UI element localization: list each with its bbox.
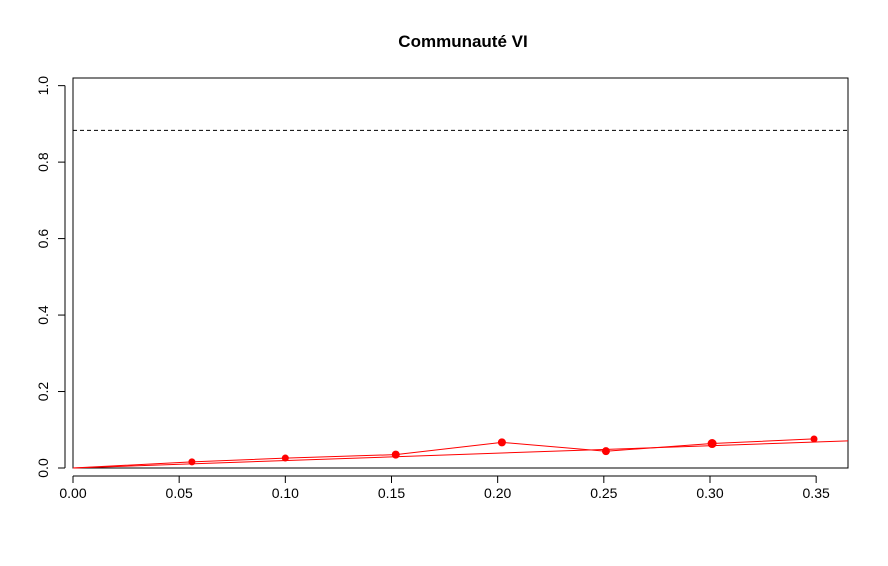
x-tick-label: 0.15 [378, 485, 405, 501]
x-tick-label: 0.25 [590, 485, 617, 501]
x-tick-label: 0.20 [484, 485, 511, 501]
x-tick-label: 0.00 [59, 485, 86, 501]
plot-frame [72, 77, 849, 469]
series-line-fitted [72, 440, 849, 469]
data-point [391, 450, 400, 459]
y-tick-label: 0.8 [35, 152, 51, 172]
data-point [707, 439, 717, 449]
x-axis: 0.00 0.05 0.10 0.15 0.20 0.25 0.30 0.35 [59, 475, 830, 501]
y-tick-label: 0.4 [35, 305, 51, 325]
x-tick-label: 0.10 [272, 485, 299, 501]
x-tick-label: 0.35 [803, 485, 830, 501]
data-point [497, 438, 506, 447]
y-tick-label: 1.0 [35, 76, 51, 96]
data-point [601, 447, 610, 456]
y-tick-label: 0.0 [35, 458, 51, 478]
y-tick-label: 0.6 [35, 229, 51, 249]
y-axis: 0.0 0.2 0.4 0.6 0.8 1.0 [35, 76, 66, 478]
x-tick-label: 0.30 [696, 485, 723, 501]
chart-title: Communauté VI [398, 32, 527, 51]
data-point [281, 454, 289, 462]
series-line-observed [72, 438, 815, 469]
data-point [810, 435, 818, 443]
x-tick-label: 0.05 [166, 485, 193, 501]
y-tick-label: 0.2 [35, 382, 51, 402]
plot-marks [72, 129, 849, 469]
